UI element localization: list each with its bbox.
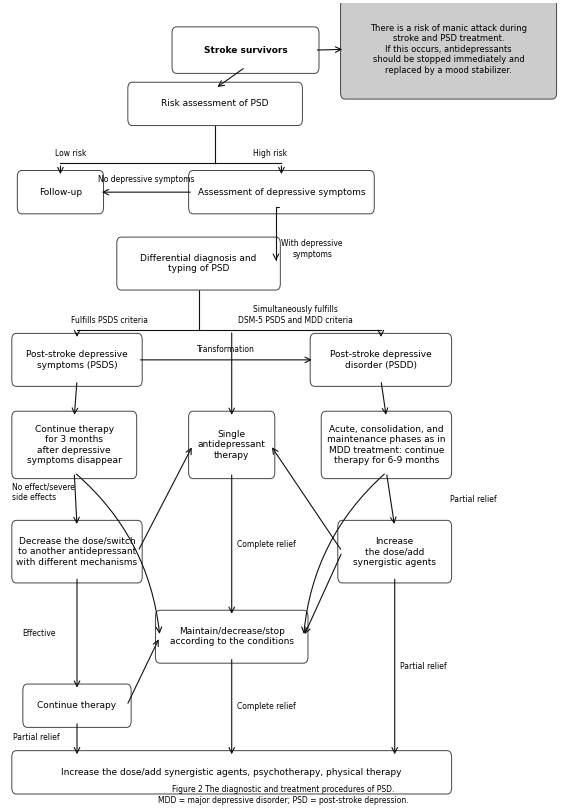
Text: Post-stroke depressive
disorder (PSDD): Post-stroke depressive disorder (PSDD): [330, 350, 432, 369]
FancyBboxPatch shape: [156, 610, 308, 663]
Text: Post-stroke depressive
symptoms (PSDS): Post-stroke depressive symptoms (PSDS): [26, 350, 128, 369]
Text: Increase
the dose/add
synergistic agents: Increase the dose/add synergistic agents: [353, 537, 436, 566]
Text: Maintain/decrease/stop
according to the conditions: Maintain/decrease/stop according to the …: [170, 627, 294, 646]
FancyBboxPatch shape: [128, 82, 302, 125]
Text: There is a risk of manic attack during
stroke and PSD treatment.
If this occurs,: There is a risk of manic attack during s…: [370, 24, 527, 74]
FancyBboxPatch shape: [23, 684, 131, 727]
Text: No effect/severe
side effects: No effect/severe side effects: [12, 482, 75, 502]
FancyBboxPatch shape: [172, 27, 319, 74]
Text: High risk: High risk: [253, 149, 287, 158]
Text: Follow-up: Follow-up: [39, 187, 82, 196]
Text: Fulfills PSDS criteria: Fulfills PSDS criteria: [71, 316, 148, 325]
FancyBboxPatch shape: [12, 411, 136, 478]
Text: Risk assessment of PSD: Risk assessment of PSD: [161, 99, 269, 108]
Text: With depressive
symptoms: With depressive symptoms: [281, 239, 343, 259]
FancyBboxPatch shape: [117, 237, 280, 290]
Text: Transformation: Transformation: [197, 345, 255, 354]
Text: Partial relief: Partial relief: [14, 733, 60, 742]
Text: Stroke survivors: Stroke survivors: [204, 45, 288, 55]
Text: Partial relief: Partial relief: [400, 663, 447, 671]
FancyBboxPatch shape: [321, 411, 452, 478]
Text: Single
antidepressant
therapy: Single antidepressant therapy: [198, 430, 265, 460]
Text: Increase the dose/add synergistic agents, psychotherapy, physical therapy: Increase the dose/add synergistic agents…: [62, 768, 402, 776]
Text: Complete relief: Complete relief: [237, 702, 296, 711]
FancyBboxPatch shape: [18, 170, 104, 214]
FancyBboxPatch shape: [341, 0, 556, 99]
FancyBboxPatch shape: [338, 520, 452, 583]
Text: Simultaneously fulfills
DSM-5 PSDS and MDD criteria: Simultaneously fulfills DSM-5 PSDS and M…: [238, 305, 353, 325]
Text: Differential diagnosis and
typing of PSD: Differential diagnosis and typing of PSD: [140, 254, 257, 273]
FancyBboxPatch shape: [12, 751, 452, 794]
Text: Complete relief: Complete relief: [237, 540, 296, 549]
FancyBboxPatch shape: [188, 411, 275, 478]
Text: Continue therapy: Continue therapy: [37, 701, 117, 710]
FancyBboxPatch shape: [12, 520, 142, 583]
FancyBboxPatch shape: [12, 334, 142, 386]
FancyBboxPatch shape: [188, 170, 374, 214]
Text: Partial relief: Partial relief: [450, 495, 496, 504]
Text: Effective: Effective: [22, 629, 55, 638]
Text: Assessment of depressive symptoms: Assessment of depressive symptoms: [198, 187, 365, 196]
Text: Figure 2 The diagnostic and treatment procedures of PSD.
MDD = major depressive : Figure 2 The diagnostic and treatment pr…: [158, 785, 408, 805]
FancyBboxPatch shape: [310, 334, 452, 386]
Text: No depressive symptoms: No depressive symptoms: [98, 175, 194, 184]
Text: Low risk: Low risk: [55, 149, 86, 158]
Text: Decrease the dose/switch
to another antidepressant
with different mechanisms: Decrease the dose/switch to another anti…: [16, 537, 138, 566]
Text: Acute, consolidation, and
maintenance phases as in
MDD treatment: continue
thera: Acute, consolidation, and maintenance ph…: [327, 425, 445, 465]
Text: Continue therapy
for 3 months
after depressive
symptoms disappear: Continue therapy for 3 months after depr…: [27, 425, 122, 465]
